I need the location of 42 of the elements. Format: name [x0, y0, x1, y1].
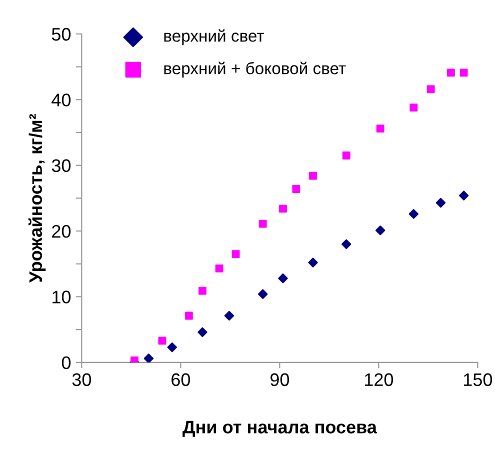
y-tick-label: 10 — [52, 290, 71, 304]
point — [258, 289, 268, 299]
point — [224, 310, 234, 321]
point — [408, 209, 419, 219]
point — [198, 286, 206, 295]
x-tick-label: 60 — [172, 373, 190, 386]
y-tick-label: 20 — [52, 224, 71, 238]
x-axis-title: Дни от начала посева — [182, 420, 378, 437]
legend-label: верхний + боковой свет — [164, 62, 346, 78]
point — [460, 68, 468, 77]
point — [436, 198, 446, 208]
legend-label: верхний свет — [164, 29, 264, 46]
point — [184, 312, 193, 320]
y-axis-title: Урожайность, кг/м² — [28, 114, 46, 283]
y-tick-label: 0 — [62, 356, 71, 370]
point — [278, 273, 288, 284]
point — [198, 327, 208, 338]
point — [167, 342, 177, 352]
x-tick-label: 150 — [464, 373, 492, 386]
y-tick-label: 50 — [52, 28, 71, 41]
point — [458, 190, 469, 200]
point — [426, 85, 435, 94]
point — [375, 226, 386, 236]
point — [341, 239, 352, 250]
point — [292, 185, 300, 193]
y-tick-label: 40 — [52, 94, 71, 106]
point — [309, 172, 317, 180]
point — [308, 258, 318, 268]
y-tick-label: 30 — [52, 159, 71, 172]
point — [232, 250, 240, 258]
x-tick-label: 120 — [364, 373, 394, 386]
point — [258, 220, 267, 228]
point — [215, 264, 224, 272]
point — [279, 204, 287, 213]
point — [410, 104, 418, 112]
x-tick-label: 30 — [72, 373, 92, 386]
point — [342, 152, 350, 160]
point — [144, 354, 154, 362]
point — [376, 124, 384, 133]
x-tick-label: 90 — [270, 373, 290, 386]
point — [158, 336, 166, 345]
point — [446, 68, 455, 77]
